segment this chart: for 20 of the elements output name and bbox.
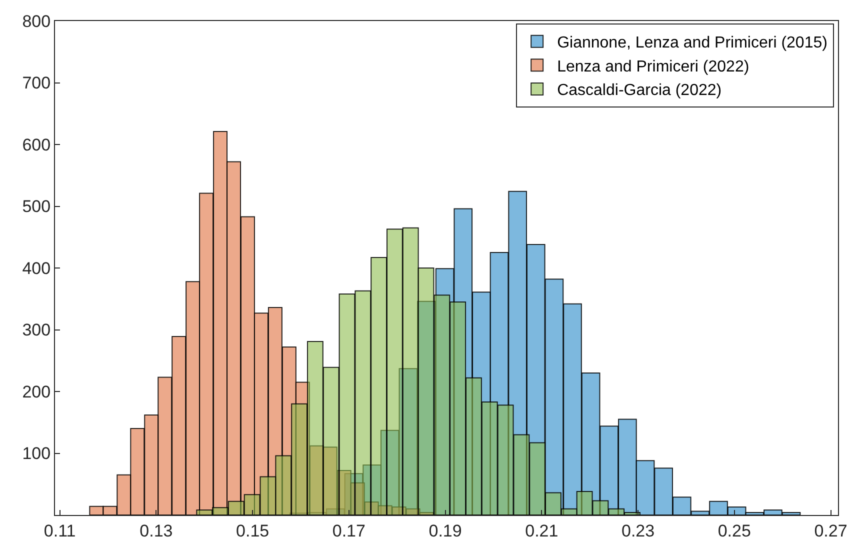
y-tick-label: 800 [22, 12, 51, 31]
x-tick-label: 0.25 [718, 521, 751, 540]
x-tick-label: 0.19 [428, 521, 462, 540]
legend-label: Cascaldi-Garcia (2022) [557, 82, 722, 100]
y-tick-label: 500 [22, 197, 51, 216]
x-tick-label: 0.27 [814, 521, 848, 540]
y-tick-label: 400 [22, 258, 51, 278]
y-tick-label: 100 [22, 444, 51, 464]
y-tick-label: 200 [22, 382, 51, 402]
y-tick-label: 300 [22, 320, 51, 340]
x-tick-label: 0.15 [236, 521, 270, 540]
x-tick-label: 0.23 [621, 521, 655, 540]
x-tick-label: 0.21 [525, 521, 558, 540]
x-tick-label: 0.11 [44, 521, 76, 540]
x-tick-label: 0.17 [332, 521, 366, 540]
legend-label: Lenza and Primiceri (2022) [557, 58, 750, 76]
y-tick-label: 700 [22, 74, 51, 93]
legend-label: Giannone, Lenza and Primiceri (2015) [557, 34, 828, 52]
x-tick-label: 0.13 [140, 521, 173, 540]
y-tick-label: 600 [22, 135, 51, 154]
